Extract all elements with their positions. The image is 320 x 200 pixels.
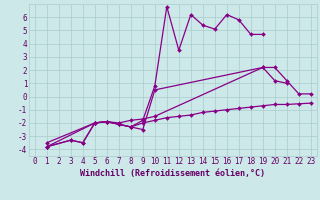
X-axis label: Windchill (Refroidissement éolien,°C): Windchill (Refroidissement éolien,°C) [80,169,265,178]
